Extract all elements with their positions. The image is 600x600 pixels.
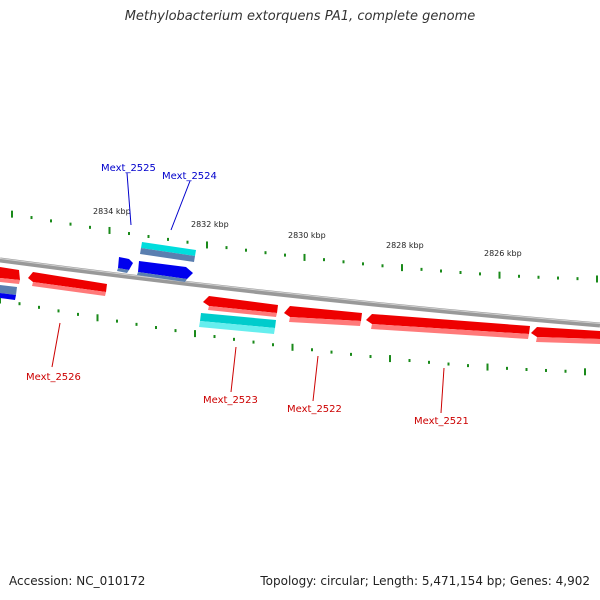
genome-backbone-highlight (0, 258, 600, 324)
major-tick (401, 264, 403, 272)
major-tick (96, 314, 99, 322)
major-tick (596, 275, 598, 283)
gene-label[interactable]: Mext_2522 (287, 404, 342, 415)
minor-tick (252, 340, 255, 344)
label-leader-line (230, 346, 237, 393)
label-leader-line (126, 172, 132, 226)
minor-tick (350, 352, 352, 356)
minor-tick (362, 262, 364, 266)
gene-label[interactable]: Mext_2523 (203, 395, 258, 406)
major-tick (206, 241, 208, 249)
label-leader-line (170, 180, 191, 231)
genome-backbone (0, 257, 600, 328)
minor-tick (557, 276, 559, 280)
major-tick (11, 210, 13, 218)
gene-label[interactable]: Mext_2524 (162, 171, 217, 182)
minor-tick (116, 319, 118, 323)
major-tick (389, 355, 391, 363)
label-leader-line (440, 367, 445, 414)
reverse-cds-feature[interactable] (203, 296, 278, 317)
major-tick (584, 368, 586, 376)
minor-tick (89, 225, 91, 229)
reverse-cds-feature[interactable] (0, 267, 20, 284)
major-tick (291, 343, 294, 351)
minor-tick (545, 368, 547, 372)
minor-tick (38, 305, 40, 309)
minor-tick (440, 269, 442, 273)
minor-tick (135, 322, 138, 326)
major-tick (498, 271, 501, 279)
tick-label: 2832 kbp (191, 220, 229, 229)
minor-tick (225, 246, 228, 250)
tick-label: 2826 kbp (484, 249, 522, 258)
minor-tick (272, 343, 274, 347)
minor-tick (564, 369, 567, 373)
figure-title: Methylobacterium extorquens PA1, complet… (124, 9, 476, 24)
label-leader-line (51, 322, 61, 368)
minor-tick (479, 272, 481, 276)
minor-tick (428, 360, 430, 364)
tick-label: 2828 kbp (386, 241, 424, 250)
minor-tick (369, 355, 372, 359)
minor-tick (155, 326, 157, 330)
minor-tick (525, 367, 528, 371)
minor-tick (77, 312, 79, 316)
minor-tick (381, 264, 384, 268)
minor-tick (186, 240, 189, 244)
minor-tick (506, 366, 508, 370)
label-leader-line (312, 355, 319, 402)
minor-tick (284, 253, 286, 257)
minor-tick (50, 219, 52, 223)
forward-cds-feature[interactable] (117, 257, 133, 273)
minor-tick (323, 258, 325, 262)
genome-summary-text: Topology: circular; Length: 5,471,154 bp… (260, 574, 590, 588)
forward-cds-feature[interactable] (140, 242, 196, 262)
reverse-cds-feature[interactable] (199, 313, 276, 334)
minor-tick (576, 277, 579, 281)
major-tick (194, 330, 196, 338)
tick-label: 2830 kbp (288, 231, 326, 240)
minor-tick (245, 248, 247, 252)
minor-tick (459, 271, 462, 275)
minor-tick (128, 232, 130, 236)
reverse-cds-feature[interactable] (284, 306, 362, 326)
accession-text: Accession: NC_010172 (9, 574, 146, 588)
tick-label: 2834 kbp (93, 207, 131, 216)
gene-label[interactable]: Mext_2525 (101, 163, 156, 174)
major-tick (108, 226, 111, 234)
minor-tick (342, 260, 345, 264)
minor-tick (30, 216, 33, 220)
minor-tick (537, 275, 540, 279)
major-tick (0, 296, 1, 304)
forward-cds-feature[interactable] (0, 285, 17, 300)
minor-tick (69, 222, 72, 226)
reverse-cds-feature[interactable] (531, 327, 600, 344)
gene-label[interactable]: Mext_2526 (26, 372, 81, 383)
minor-tick (233, 337, 235, 341)
minor-tick (213, 335, 216, 339)
outer-tick-row (11, 210, 598, 283)
minor-tick (420, 267, 423, 271)
minor-tick (408, 359, 411, 363)
minor-tick (330, 350, 333, 354)
minor-tick (57, 309, 60, 313)
minor-tick (147, 234, 150, 238)
minor-tick (264, 251, 267, 255)
inner-tick-row (0, 296, 586, 376)
minor-tick (447, 362, 450, 366)
major-tick (486, 363, 489, 371)
reverse-cds-feature[interactable] (366, 314, 530, 339)
gene-label[interactable]: Mext_2521 (414, 416, 469, 427)
minor-tick (518, 274, 520, 278)
minor-tick (467, 364, 469, 368)
minor-tick (167, 237, 169, 241)
minor-tick (174, 329, 177, 333)
minor-tick (18, 302, 21, 306)
minor-tick (311, 348, 313, 352)
reverse-cds-feature[interactable] (28, 272, 107, 296)
forward-cds-feature[interactable] (137, 261, 193, 282)
major-tick (303, 253, 306, 261)
